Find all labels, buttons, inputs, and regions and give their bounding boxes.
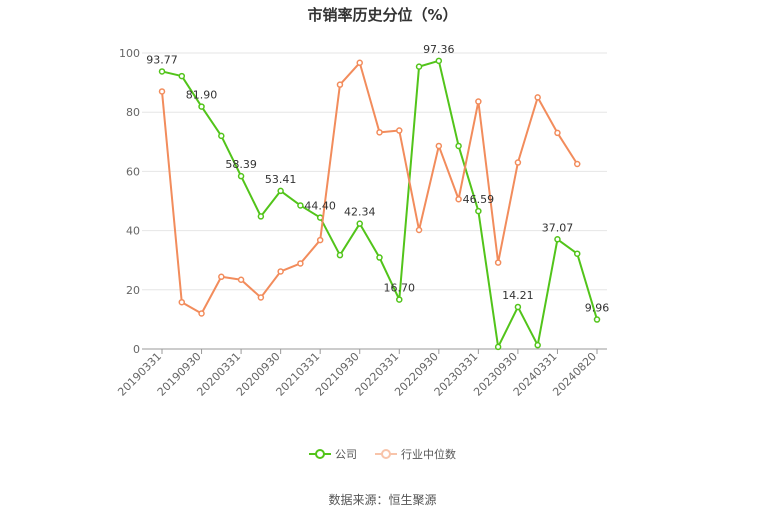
legend-item-company[interactable]: 公司 [309, 446, 357, 462]
y-tick-label-40: 40 [126, 225, 140, 238]
series-1-point-20190331 [158, 88, 166, 95]
series-line-0 [161, 59, 598, 348]
series-1-point-20230331 [475, 98, 482, 105]
series-0-point-20200930 [277, 187, 284, 195]
series-0-point-20220930 [435, 57, 443, 65]
series-1-point-20240331 [554, 129, 561, 137]
series-1-point-20191231 [218, 273, 225, 281]
series-1-point-20230630 [494, 259, 502, 266]
data-label-20200930: 53.41 [265, 173, 297, 186]
series-1-point-20210331 [316, 236, 324, 244]
data-label-20230930: 14.21 [502, 289, 534, 302]
series-0-point-20240630 [573, 250, 581, 257]
data-label-20240820: 9.96 [585, 302, 610, 315]
series-0-point-20191231 [218, 132, 225, 140]
data-label-20190930: 81.90 [186, 89, 218, 102]
series-0-point-20200331 [237, 172, 245, 180]
y-tick-label-20: 20 [126, 284, 140, 297]
source-note: 数据来源：恒生聚源 [328, 493, 437, 507]
series-1-point-20211231 [376, 129, 383, 136]
series-0-point-20221231 [455, 142, 462, 150]
data-labels: 93.77 81.90 58.39 53.41 44.40 42.34 16.70 97.36… [146, 43, 609, 315]
series-1-point-20230930 [514, 159, 522, 166]
series-0-point-20210930 [356, 220, 363, 227]
data-label-20190331: 93.77 [146, 53, 178, 66]
data-label-20210331: 44.40 [304, 200, 336, 213]
legend-company-marker-icon [309, 449, 331, 459]
series-1-point-20200331 [237, 276, 245, 283]
data-label-20210930: 42.34 [344, 206, 376, 219]
series-0-point-20230331 [475, 207, 482, 215]
y-tick-label-100: 100 [119, 47, 140, 60]
y-tick-label-0: 0 [133, 343, 140, 356]
data-label-20220930: 97.36 [423, 43, 455, 56]
series-0-point-20210630 [336, 251, 344, 259]
chart-title: 市销率历史分位（%） [307, 6, 458, 24]
series-0-point-20240331 [554, 236, 561, 243]
series-1-point-20210930 [356, 59, 363, 67]
series-0-point-20240820 [593, 316, 601, 323]
series-1-point-20220630 [415, 226, 423, 234]
series-1-point-20190930 [198, 310, 205, 317]
legend: 公司 行业中位数 [0, 446, 765, 462]
series-1-point-20200630 [257, 294, 265, 301]
series-1-point-20200930 [277, 268, 284, 275]
series-0-point-20220331 [396, 296, 403, 303]
y-tick-label-80: 80 [126, 106, 140, 119]
data-label-20220331: 16.70 [384, 282, 416, 295]
legend-company-label: 公司 [335, 448, 357, 461]
series-1-point-20201231 [297, 260, 304, 267]
series-0-point-20190331 [158, 68, 166, 75]
series-0-point-20211231 [376, 254, 383, 261]
series-1-point-20220331 [396, 127, 403, 134]
series-0-point-20190630 [178, 72, 186, 80]
data-label-20230331: 46.59 [463, 193, 495, 206]
series-layer [158, 57, 601, 351]
series-1-point-20231231 [534, 94, 541, 101]
series-1-point-20240630 [573, 160, 581, 168]
series-line-1 [161, 61, 579, 315]
series-1-point-20221231 [455, 195, 462, 203]
series-0-point-20230930 [514, 303, 522, 311]
legend-industry-label: 行业中位数 [401, 448, 456, 461]
legend-item-industry-median[interactable]: 行业中位数 [375, 446, 456, 462]
series-0-point-20220630 [415, 63, 423, 70]
series-1-point-20210630 [336, 81, 344, 88]
series-0-point-20231231 [534, 341, 541, 349]
series-0-point-20201231 [297, 202, 304, 209]
data-label-20240331: 37.07 [542, 221, 574, 234]
series-0-point-20200630 [257, 213, 265, 220]
data-label-20200331: 58.39 [225, 158, 257, 171]
series-1-point-20220930 [435, 142, 443, 150]
series-0-point-20230630 [494, 343, 502, 351]
legend-industry-marker-icon [375, 449, 397, 459]
series-1-point-20190630 [178, 298, 186, 306]
y-tick-label-60: 60 [126, 165, 140, 178]
series-0-point-20190930 [198, 103, 205, 110]
